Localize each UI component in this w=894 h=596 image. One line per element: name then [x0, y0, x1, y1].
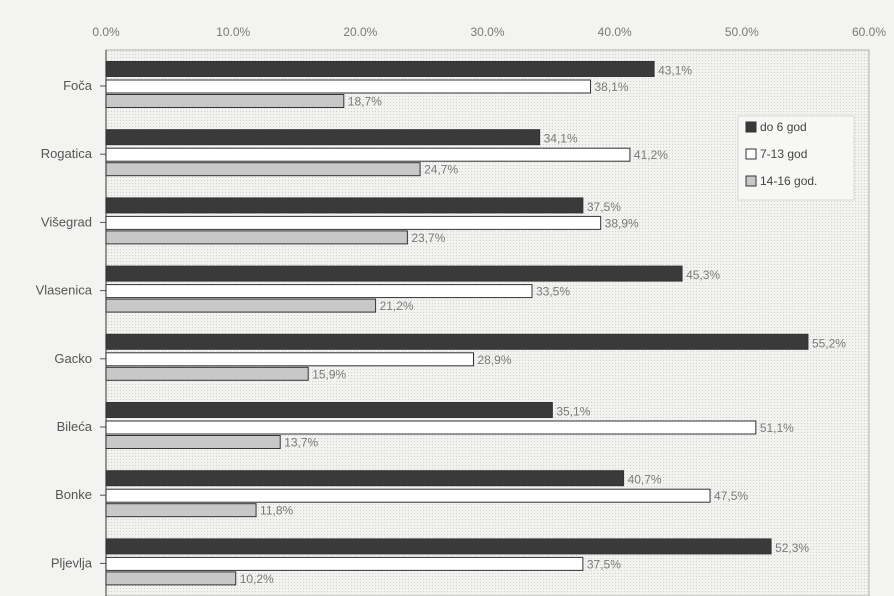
legend-swatch	[745, 175, 757, 187]
bar	[105, 298, 377, 313]
bar	[105, 435, 281, 449]
x-tick-label: 10.0%	[216, 25, 250, 39]
bar	[105, 197, 584, 214]
category-label: Vlasenica	[36, 283, 93, 298]
bar	[105, 420, 757, 435]
data-label: 10,2%	[240, 572, 274, 586]
bar	[105, 230, 408, 245]
legend-label: 7-13 god	[760, 147, 807, 161]
bar	[105, 556, 584, 571]
legend-label: 14-16 god.	[760, 174, 817, 188]
category-label: Bileća	[57, 419, 93, 434]
data-label: 23,7%	[411, 231, 445, 245]
data-label: 52,3%	[775, 541, 809, 555]
x-tick-label: 20.0%	[343, 25, 377, 39]
bar	[105, 94, 345, 108]
bar	[105, 129, 541, 146]
data-label: 18,7%	[348, 95, 382, 109]
bar	[105, 162, 421, 177]
bar	[105, 265, 683, 282]
category-label: Bonke	[55, 487, 92, 502]
data-label: 43,1%	[658, 64, 692, 78]
category-label: Foča	[63, 78, 93, 93]
legend-swatch	[745, 148, 757, 160]
data-label: 13,7%	[284, 436, 318, 450]
data-label: 55,2%	[812, 336, 846, 350]
data-label: 24,7%	[424, 163, 458, 177]
bar	[105, 503, 257, 518]
data-label: 38,1%	[595, 80, 629, 94]
category-label: Rogatica	[41, 146, 93, 161]
data-label: 34,1%	[544, 132, 578, 146]
x-tick-label: 30.0%	[470, 25, 504, 39]
legend: do 6 god 7-13 god 14-16 god.	[737, 115, 855, 201]
data-label: 37,5%	[587, 200, 621, 214]
bar	[105, 61, 655, 77]
data-label: 11,8%	[260, 504, 293, 518]
data-label: 33,5%	[536, 285, 570, 299]
data-label: 38,9%	[605, 216, 639, 230]
bar	[105, 333, 809, 350]
data-label: 37,5%	[587, 557, 621, 571]
data-label: 47,5%	[714, 489, 748, 503]
bar	[105, 284, 533, 299]
legend-box	[737, 115, 855, 201]
x-tick-label: 60.0%	[852, 25, 886, 39]
x-tick-label: 50.0%	[725, 25, 759, 39]
legend-swatch	[745, 121, 757, 133]
data-label: 40,7%	[628, 473, 662, 487]
bar	[105, 571, 237, 586]
bar	[105, 352, 475, 367]
data-label: 28,9%	[478, 353, 512, 367]
data-label: 15,9%	[312, 367, 346, 381]
data-label: 51,1%	[760, 421, 794, 435]
x-tick-label: 0.0%	[92, 25, 120, 39]
bar	[105, 79, 592, 94]
bar	[105, 147, 631, 162]
bar	[105, 488, 711, 503]
legend-label: do 6 god	[760, 120, 807, 134]
bar	[105, 538, 772, 555]
bar	[105, 402, 553, 418]
x-tick-label: 40.0%	[598, 25, 632, 39]
bar	[105, 215, 602, 230]
data-label: 45,3%	[686, 268, 720, 282]
category-label: Višegrad	[41, 214, 92, 229]
data-label: 35,1%	[556, 405, 590, 419]
category-label: Pljevlja	[51, 555, 93, 570]
bar	[105, 470, 625, 487]
data-label: 41,2%	[634, 148, 668, 162]
data-label: 21,2%	[380, 299, 414, 313]
bar	[105, 366, 309, 381]
category-label: Gacko	[54, 351, 92, 366]
